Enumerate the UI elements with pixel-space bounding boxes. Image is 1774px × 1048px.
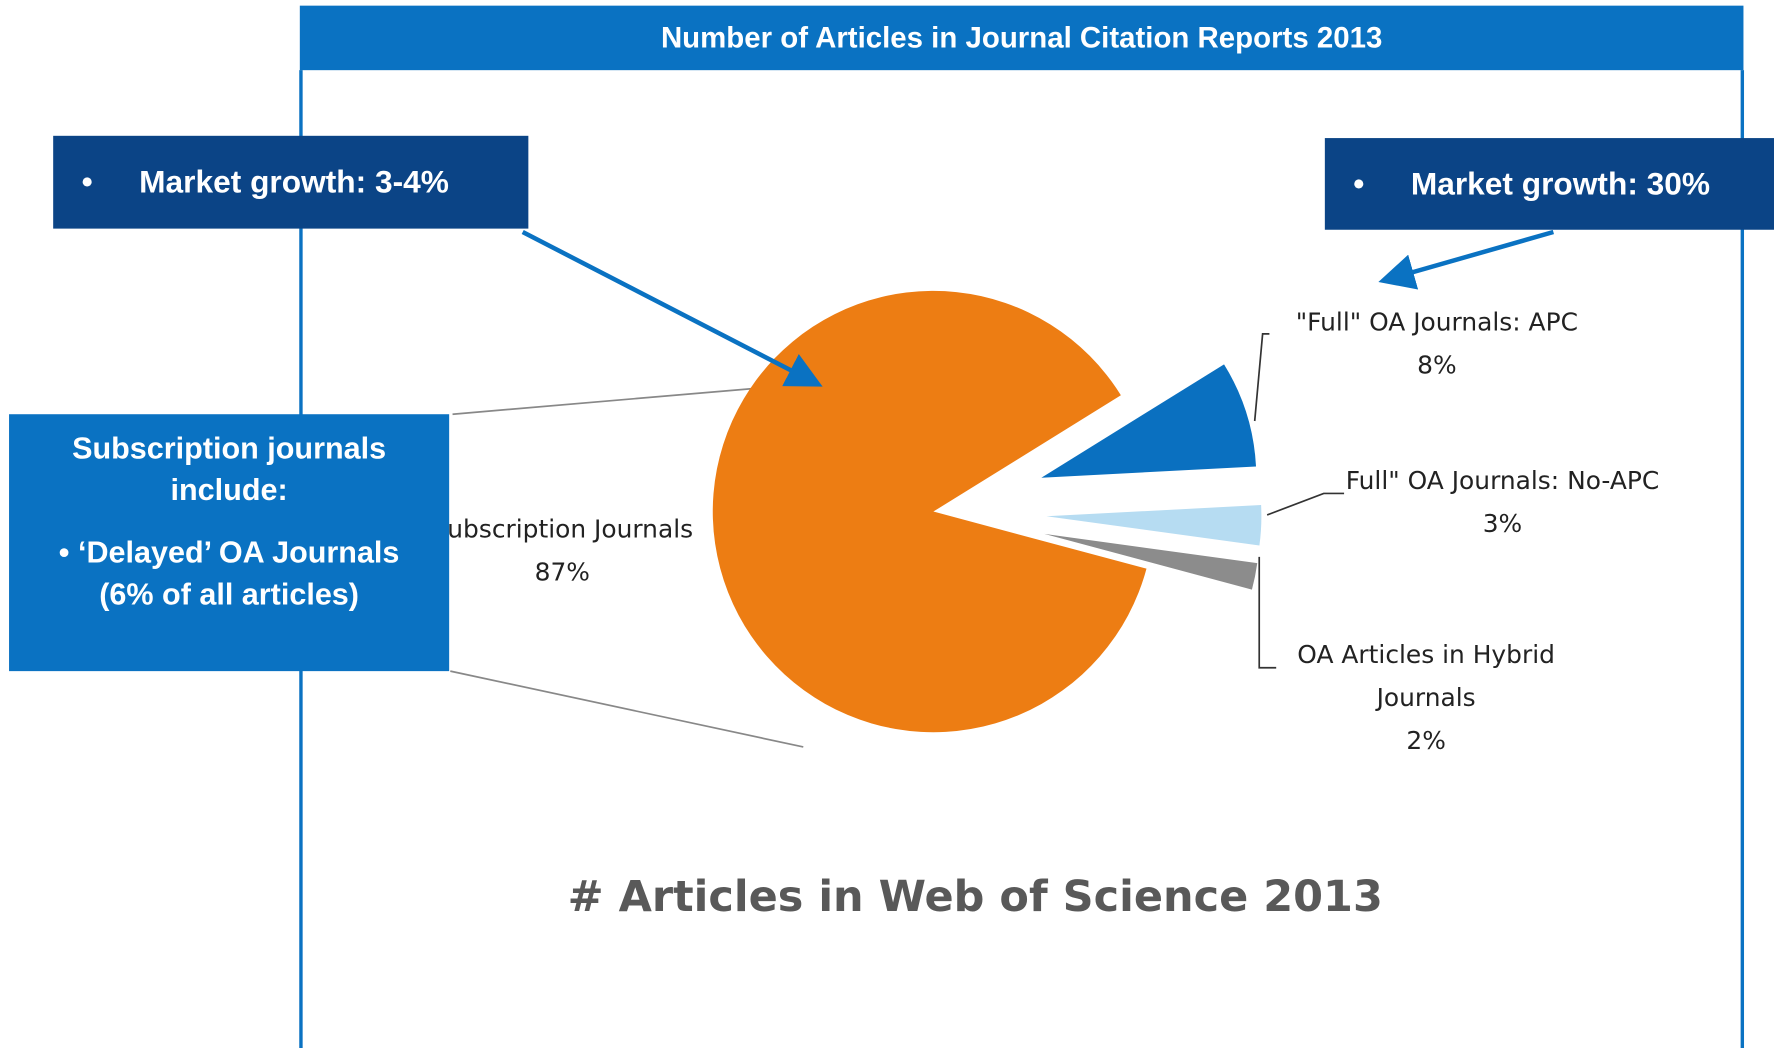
leader-line (1258, 556, 1277, 669)
pie-slice (712, 290, 1147, 733)
arrow (1378, 229, 1555, 290)
callout-text: Market growth: 3-4% (139, 164, 449, 200)
box-title: Subscription journals include: (72, 431, 387, 508)
slice-value: 87% (534, 559, 590, 588)
pie-slice (1041, 364, 1257, 478)
header-title: Number of Articles in Journal Citation R… (299, 5, 1744, 71)
info-box: Subscription journals include: • ‘Delaye… (9, 414, 450, 672)
slice-label: Full" OA Journals: No-APC 3% (1333, 461, 1672, 547)
slice-name: "Full" OA Journals: APC (1295, 308, 1578, 338)
slice-label: "Full" OA Journals: APC 8% (1267, 302, 1606, 388)
leader-line (1266, 492, 1345, 516)
arrow (521, 229, 823, 387)
box-bullet: ‘Delayed’ OA Journals (6% of all article… (77, 535, 400, 612)
slice-value: 2% (1406, 727, 1446, 757)
chart-title: # Articles in Web of Science 2013 (567, 871, 1383, 922)
slice-label: Subscription Journals 87% (381, 509, 743, 595)
slice-name: Subscription Journals (431, 516, 694, 545)
pie-slice (1044, 533, 1258, 590)
slice-name: OA Articles in Hybrid Journals (1297, 641, 1555, 714)
leader-line (1253, 333, 1270, 422)
callout-text: Market growth: 30% (1410, 165, 1711, 201)
slice-label: OA Articles in Hybrid Journals 2% (1276, 635, 1576, 764)
slice-value: 3% (1482, 510, 1523, 539)
connector-line (452, 383, 798, 416)
slice-name: Full" OA Journals: No-APC (1345, 467, 1660, 496)
box-bullet-row: • ‘Delayed’ OA Journals (6% of all artic… (58, 535, 400, 612)
slice-value: 8% (1417, 351, 1457, 381)
callout: • Market growth: 3-4% (53, 135, 529, 229)
pie-slice (1046, 505, 1262, 546)
connector-line (450, 670, 804, 748)
pie (712, 290, 1262, 733)
callout: • Market growth: 30% (1324, 138, 1774, 230)
